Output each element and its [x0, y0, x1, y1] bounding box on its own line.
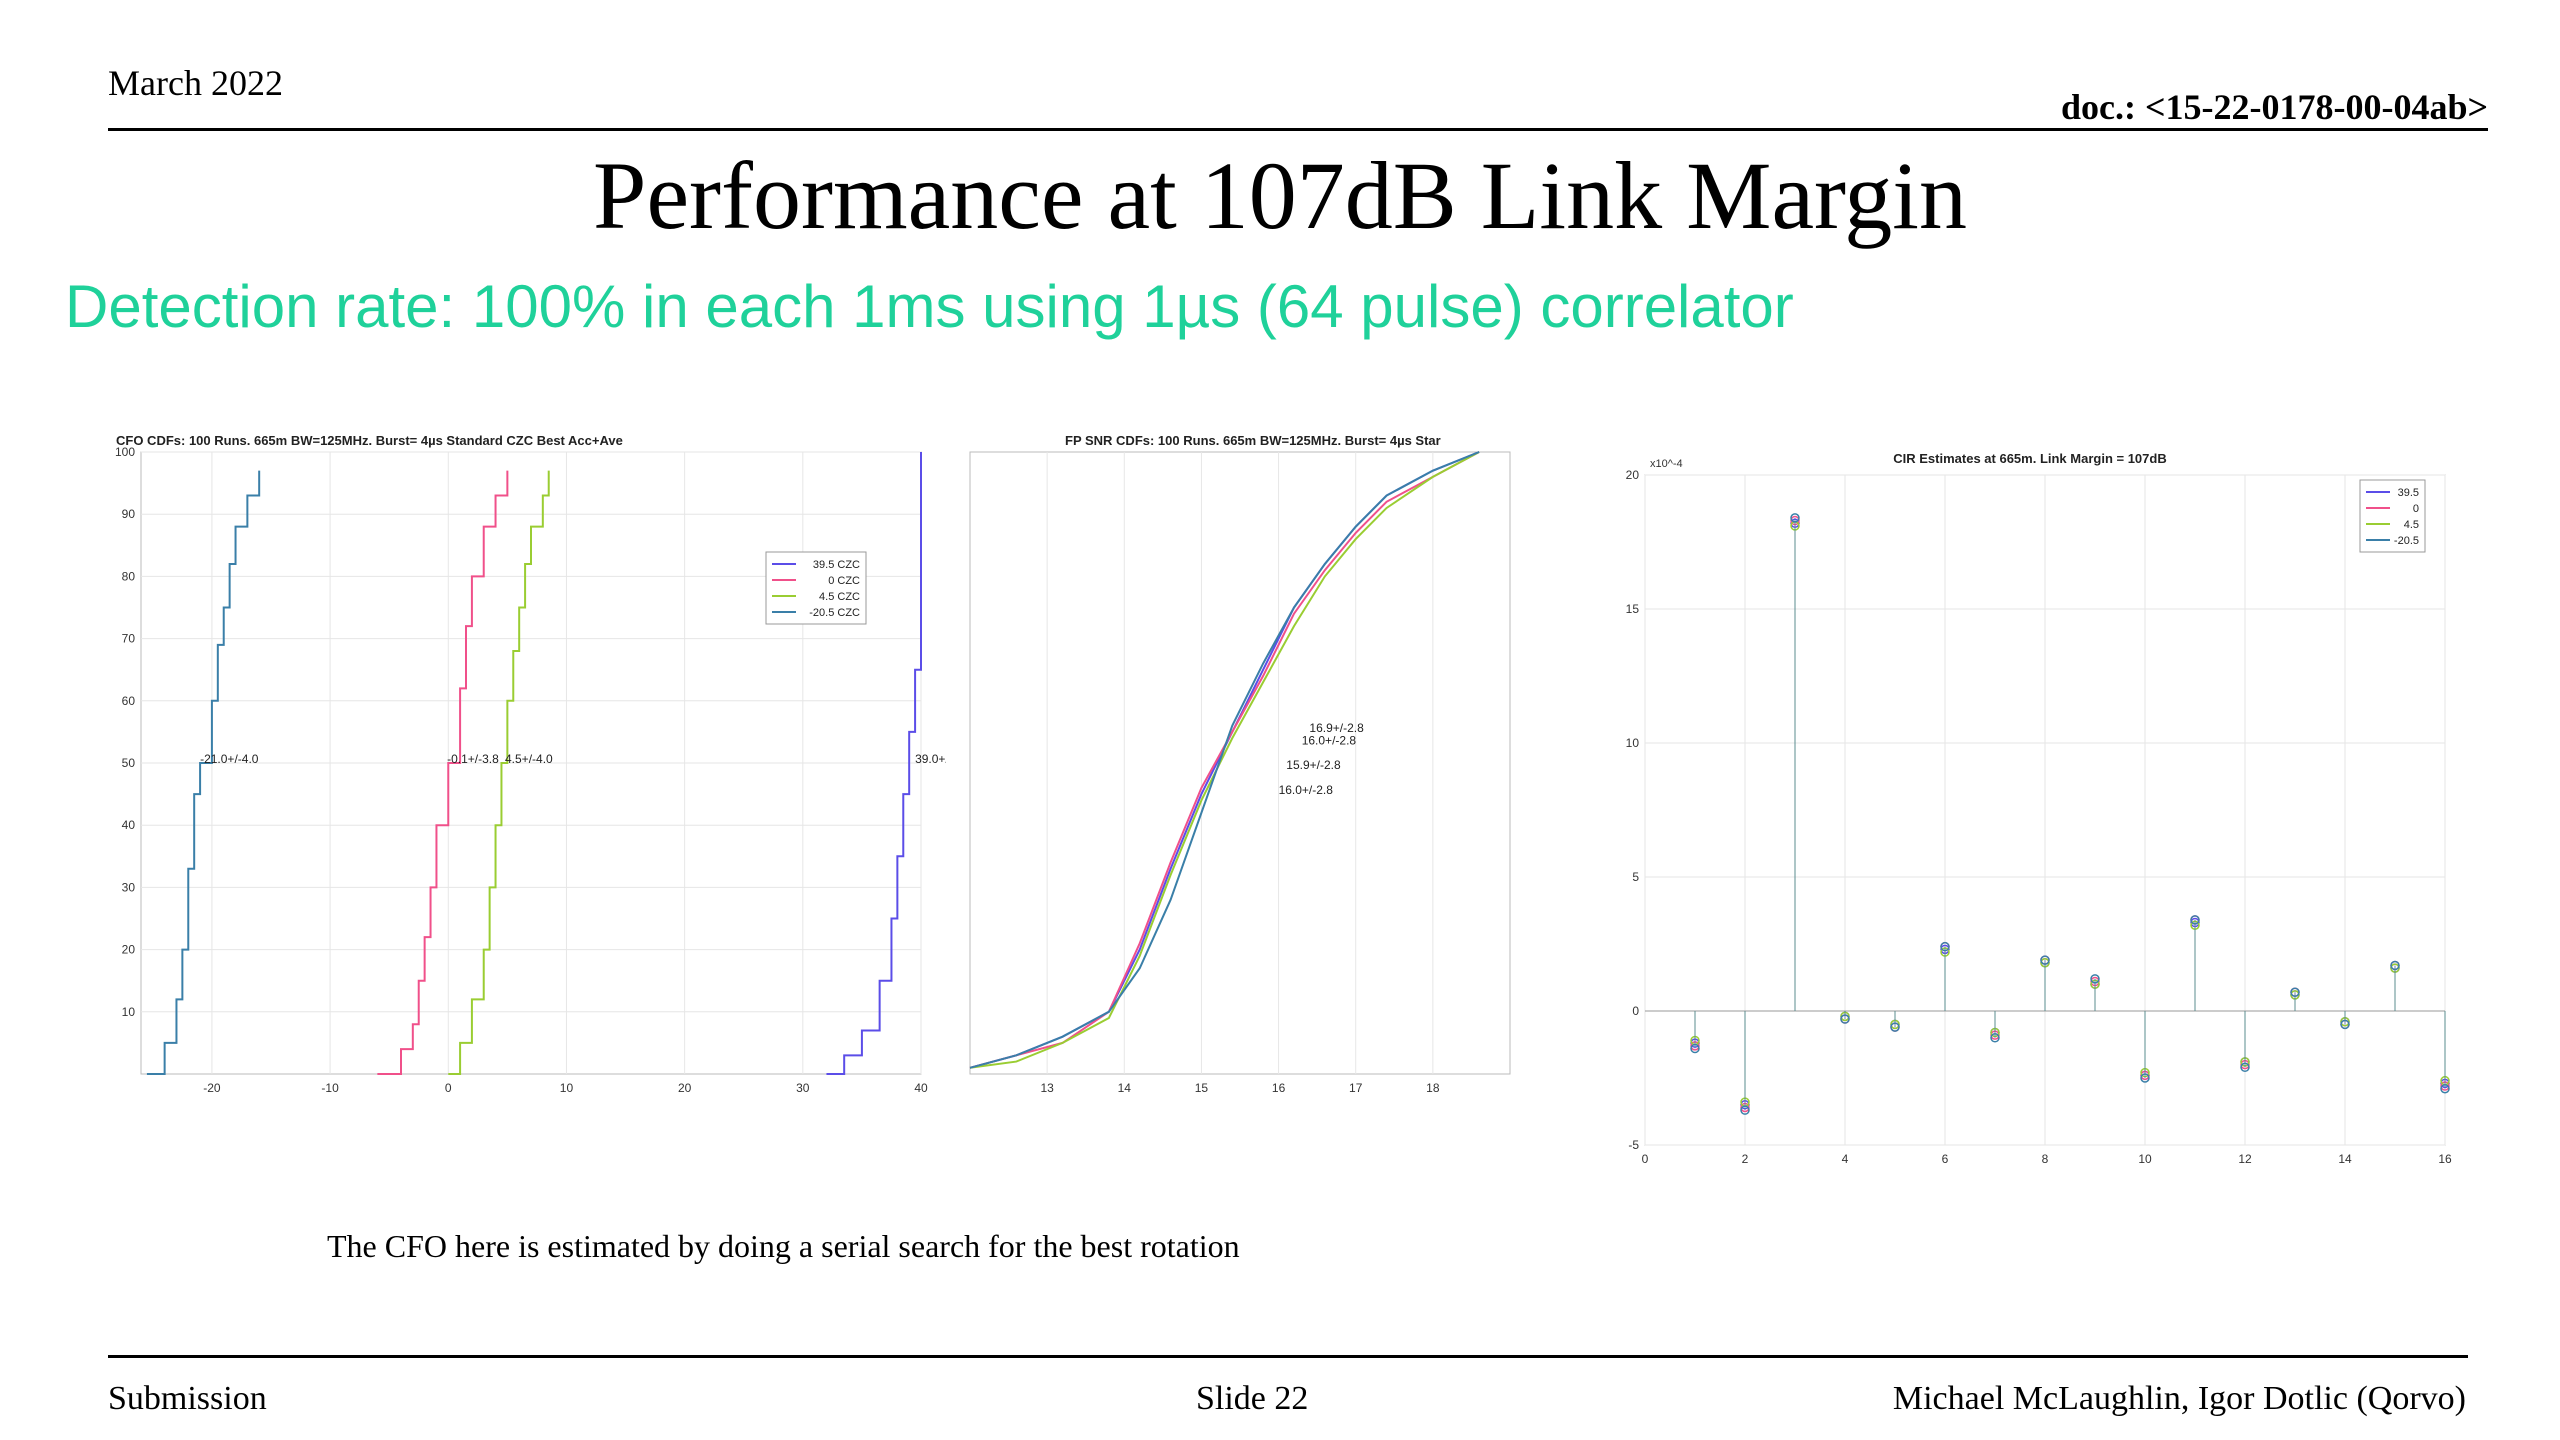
y-tick-label: 10 [122, 1005, 136, 1019]
chart-title: CFO CDFs: 100 Runs. 665m BW=125MHz. Burs… [116, 433, 623, 448]
y-tick-label: 80 [122, 569, 136, 583]
stem-marker [2040, 955, 2050, 965]
slide-title: Performance at 107dB Link Margin [593, 142, 1967, 249]
x-tick-label: 16 [2438, 1152, 2452, 1166]
cfo-cdf-chart: CFO CDFs: 100 Runs. 665m BW=125MHz. Burs… [96, 425, 946, 1105]
annotation-label: 4.5+/-4.0 [505, 752, 553, 766]
figure-caption: The CFO here is estimated by doing a ser… [327, 1228, 1240, 1264]
stem-marker [2290, 987, 2300, 997]
x-tick-label: 8 [2042, 1152, 2049, 1166]
x-tick-label: -20 [203, 1081, 221, 1095]
y-tick-label: 20 [122, 943, 136, 957]
x-tick-label: 2 [1742, 1152, 1749, 1166]
slide-subtitle: Detection rate: 100% in each 1ms using 1… [65, 273, 1794, 340]
series-line [969, 451, 1480, 1069]
series-line [377, 470, 509, 1075]
stem-marker [1790, 513, 1800, 523]
stem-marker [2240, 1062, 2250, 1073]
stem-marker [2340, 1019, 2350, 1030]
x-tick-label: 15 [1195, 1081, 1209, 1095]
y-tick-label: 100 [115, 445, 135, 459]
x-tick-label: 10 [2138, 1152, 2152, 1166]
y-tick-label: -5 [1628, 1138, 1639, 1152]
x-tick-label: 14 [2338, 1152, 2352, 1166]
stem-marker [1690, 1043, 1700, 1054]
cir-estimates-chart: CIR Estimates at 665m. Link Margin = 107… [1590, 445, 2470, 1185]
x-tick-label: 0 [1642, 1152, 1649, 1166]
x-tick-label: 13 [1040, 1081, 1054, 1095]
stem-marker [1740, 1105, 1750, 1115]
chart-title: CIR Estimates at 665m. Link Margin = 107… [1893, 451, 2166, 466]
x-tick-label: 17 [1349, 1081, 1363, 1095]
annotation-label: -21.0+/-4.0 [200, 752, 259, 766]
series-line [146, 470, 261, 1075]
y-tick-label: 0 [1632, 1004, 1639, 1018]
stem-marker [2140, 1073, 2150, 1083]
legend-label: 39.5 [2398, 487, 2419, 499]
y-tick-label: 50 [122, 756, 136, 770]
annotation-label: 15.9+/-2.8 [1286, 758, 1341, 772]
y-tick-label: 20 [1626, 468, 1640, 482]
stem-marker [1990, 1033, 2000, 1043]
y-tick-label: 60 [122, 694, 136, 708]
stem-marker [2190, 915, 2200, 925]
annotation-label: 16.9+/-2.8 [1309, 721, 1364, 735]
y-tick-label: 5 [1632, 870, 1639, 884]
x-tick-label: 0 [445, 1081, 452, 1095]
x-tick-label: 20 [678, 1081, 692, 1095]
legend-label: -20.5 CZC [809, 607, 860, 619]
annotation-label: 39.0+/-2.5 [915, 752, 946, 766]
stem-marker [1940, 941, 1950, 952]
x-tick-label: 12 [2238, 1152, 2252, 1166]
x-tick-label: 40 [914, 1081, 928, 1095]
x-tick-label: 6 [1942, 1152, 1949, 1166]
x-tick-label: -10 [321, 1081, 339, 1095]
x-tick-label: 18 [1426, 1081, 1440, 1095]
y-tick-label: 15 [1626, 602, 1640, 616]
stem-marker [2390, 960, 2400, 971]
cir-estimates-plot: CIR Estimates at 665m. Link Margin = 107… [1626, 451, 2452, 1166]
plot-area [969, 451, 1511, 1075]
y-tick-label: 70 [122, 632, 136, 646]
chart-title: FP SNR CDFs: 100 Runs. 665m BW=125MHz. B… [1065, 433, 1441, 448]
series-line [969, 451, 1480, 1069]
x-tick-label: 10 [560, 1081, 574, 1095]
y-tick-label: 40 [122, 818, 136, 832]
y-tick-label: 90 [122, 507, 136, 521]
header-doc-id: doc.: <15-22-0178-00-04ab> [2061, 87, 2488, 127]
stem-marker [2090, 974, 2100, 984]
legend-label: 0 CZC [828, 575, 860, 587]
footer-divider [108, 1355, 2468, 1358]
header-divider [108, 128, 2488, 131]
legend-label: 4.5 CZC [819, 591, 860, 603]
legend-label: 0 [2413, 503, 2419, 515]
footer-authors: Michael McLaughlin, Igor Dotlic (Qorvo) [1892, 1380, 2466, 1417]
cfo-cdf-plot: CFO CDFs: 100 Runs. 665m BW=125MHz. Burs… [115, 433, 946, 1095]
annotation-label: -0.1+/-3.8 [447, 752, 499, 766]
y-tick-label: 30 [122, 880, 136, 894]
fp-snr-cdf-chart: FP SNR CDFs: 100 Runs. 665m BW=125MHz. B… [960, 425, 1520, 1105]
y-multiplier-label: x10^-4 [1650, 458, 1683, 470]
y-tick-label: 10 [1626, 736, 1640, 750]
legend-label: 4.5 [2404, 519, 2419, 531]
x-tick-label: 16 [1272, 1081, 1286, 1095]
stem-marker [1840, 1014, 1850, 1024]
series-line [826, 452, 922, 1075]
x-tick-label: 30 [796, 1081, 810, 1095]
series-line [969, 451, 1480, 1069]
annotation-label: 16.0+/-2.8 [1302, 733, 1357, 747]
footer-slide-number: Slide 22 [1196, 1380, 1309, 1417]
x-tick-label: 4 [1842, 1152, 1849, 1166]
legend-label: -20.5 [2394, 535, 2419, 547]
x-tick-label: 14 [1118, 1081, 1132, 1095]
header-date: March 2022 [108, 63, 283, 103]
series-line [448, 470, 550, 1075]
fp-snr-cdf-plot: FP SNR CDFs: 100 Runs. 665m BW=125MHz. B… [969, 433, 1511, 1095]
legend-label: 39.5 CZC [813, 559, 860, 571]
stem-marker [2440, 1083, 2450, 1094]
stem-marker [1890, 1022, 1900, 1032]
footer-submission: Submission [108, 1380, 267, 1417]
annotation-label: 16.0+/-2.8 [1279, 783, 1334, 797]
